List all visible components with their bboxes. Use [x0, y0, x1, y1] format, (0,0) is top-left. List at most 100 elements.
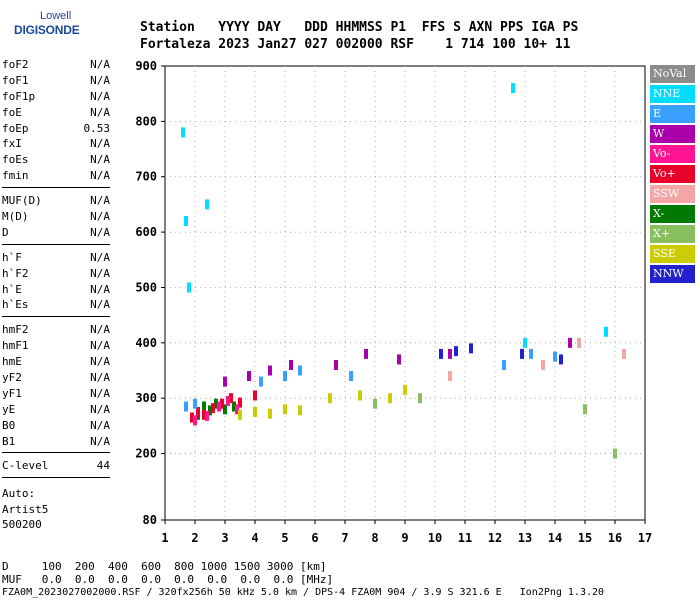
echo-point — [253, 390, 257, 401]
x-tick-label: 7 — [341, 531, 348, 545]
y-tick-label: 900 — [135, 59, 157, 73]
x-tick-label: 3 — [221, 531, 228, 545]
x-tick-label: 16 — [608, 531, 622, 545]
echo-point — [214, 398, 218, 409]
param-row: hmE N/A — [2, 355, 110, 371]
echo-point — [469, 343, 473, 354]
echo-point — [193, 415, 197, 426]
legend: NoVal NNE E W Vo- Vo+ SSW X- X+ SSE NNW — [650, 65, 695, 285]
echo-point — [238, 397, 242, 408]
param-label: hmF1 — [2, 339, 29, 353]
param-value: N/A — [90, 250, 110, 264]
echo-point — [604, 326, 608, 337]
param-label: foE — [2, 105, 22, 119]
y-tick-label: 700 — [135, 170, 157, 184]
echo-point — [283, 404, 287, 415]
param-row: foEs N/A — [2, 153, 110, 169]
param-value: N/A — [90, 210, 110, 224]
echo-point — [403, 384, 407, 395]
echo-point — [226, 395, 230, 406]
echo-point — [208, 405, 212, 416]
param-row-clevel: C-level 44 — [2, 459, 110, 475]
param-label: yF1 — [2, 386, 22, 400]
x-tick-label: 9 — [401, 531, 408, 545]
header-line1: Station YYYY DAY DDD HHMMSS P1 FFS S AXN… — [140, 20, 579, 35]
param-value: N/A — [90, 339, 110, 353]
auto-artist: Artist5 — [2, 502, 49, 516]
param-label: fxI — [2, 137, 22, 151]
param-label: B0 — [2, 418, 16, 432]
parameter-panel: foF2 N/A foF1 N/A foF1p N/A foE N/A foEp 0.53 fxI N… — [2, 58, 110, 484]
echo-point — [229, 393, 233, 404]
y-tick-label: 400 — [135, 336, 157, 350]
param-row: hmF1 N/A — [2, 339, 110, 355]
echo-point — [559, 354, 563, 365]
param-row: hmF2 N/A — [2, 323, 110, 339]
param-value: N/A — [90, 105, 110, 119]
legend-item: E — [650, 105, 695, 123]
echo-point — [205, 199, 209, 210]
x-tick-label: 17 — [638, 531, 652, 545]
echo-point — [247, 371, 251, 382]
x-tick-label: 13 — [518, 531, 532, 545]
legend-item: SSW — [650, 185, 695, 203]
echo-point — [523, 337, 527, 348]
param-label: foF1 — [2, 73, 29, 87]
echo-point — [448, 348, 452, 359]
divider — [2, 452, 110, 454]
echo-point — [397, 354, 401, 365]
x-tick-label: 12 — [488, 531, 502, 545]
param-label: C-level — [2, 459, 49, 473]
echo-point — [334, 359, 338, 370]
lowell-digisonde-logo: Lowell DIGISONDE — [10, 10, 80, 40]
echo-point — [217, 401, 221, 412]
echo-point — [238, 409, 242, 420]
param-row: yF2 N/A — [2, 371, 110, 387]
x-tick-label: 11 — [458, 531, 472, 545]
y-tick-label: 500 — [135, 280, 157, 294]
echo-point — [184, 401, 188, 412]
echo-point — [235, 404, 239, 415]
param-value: 44 — [96, 459, 110, 473]
param-row: h`F N/A — [2, 251, 110, 267]
param-label: MUF(D) — [2, 194, 42, 208]
param-row: fmin N/A — [2, 169, 110, 185]
param-label: foF2 — [2, 58, 29, 71]
param-label: hmE — [2, 355, 22, 369]
param-value: N/A — [90, 402, 110, 416]
param-value: N/A — [90, 73, 110, 87]
echo-point — [223, 404, 227, 415]
param-row: MUF(D) N/A — [2, 194, 110, 210]
x-tick-label: 15 — [578, 531, 592, 545]
logo-line2: DIGISONDE — [14, 23, 80, 37]
autoscaling-info: Auto: Artist5 500200 — [2, 486, 48, 533]
legend-item: NNE — [650, 85, 695, 103]
ionogram-chart: 1 2 3 4 5 6 7 8 9 10 11 12 13 14 15 16 17802003004005006… — [135, 59, 652, 545]
echo-point — [298, 405, 302, 416]
param-label: yE — [2, 402, 16, 416]
echo-point — [205, 410, 209, 421]
legend-item: Vo- — [650, 145, 695, 163]
y-tick-label: 800 — [135, 114, 157, 128]
param-row: foF2 N/A — [2, 58, 110, 74]
param-label: D — [2, 225, 9, 239]
echo-point — [289, 359, 293, 370]
param-row: foEp 0.53 — [2, 122, 110, 138]
x-tick-label: 8 — [371, 531, 378, 545]
echo-point — [553, 351, 557, 362]
echo-point — [418, 393, 422, 404]
param-label: h`Es — [2, 298, 29, 312]
echo-point — [520, 348, 524, 359]
param-value: N/A — [90, 386, 110, 400]
param-value: 0.53 — [83, 121, 111, 135]
echo-point — [268, 408, 272, 419]
param-value: N/A — [90, 266, 110, 280]
legend-item: W — [650, 125, 695, 143]
param-value: N/A — [90, 169, 110, 183]
x-tick-label: 10 — [428, 531, 442, 545]
auto-label: Auto: — [2, 487, 36, 500]
echo-point — [454, 346, 458, 357]
param-row: B0 N/A — [2, 419, 110, 435]
echo-point — [268, 365, 272, 376]
d-row: D 100 200 400 600 800 1000 1500 3000 [km… — [2, 560, 327, 573]
